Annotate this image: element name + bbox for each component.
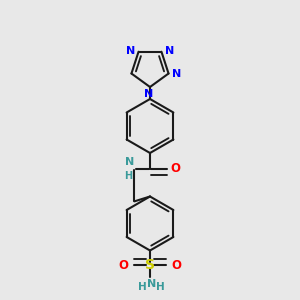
Text: N: N bbox=[172, 69, 182, 79]
Text: O: O bbox=[118, 259, 128, 272]
Text: N: N bbox=[165, 46, 174, 56]
Text: N: N bbox=[124, 157, 134, 167]
Text: H: H bbox=[155, 282, 164, 292]
Text: O: O bbox=[170, 162, 180, 176]
Text: N: N bbox=[147, 279, 156, 289]
Text: N: N bbox=[144, 89, 153, 99]
Text: N: N bbox=[126, 46, 135, 56]
Text: S: S bbox=[145, 258, 155, 272]
Text: H: H bbox=[138, 282, 147, 292]
Text: O: O bbox=[172, 259, 182, 272]
Text: H: H bbox=[124, 171, 133, 181]
